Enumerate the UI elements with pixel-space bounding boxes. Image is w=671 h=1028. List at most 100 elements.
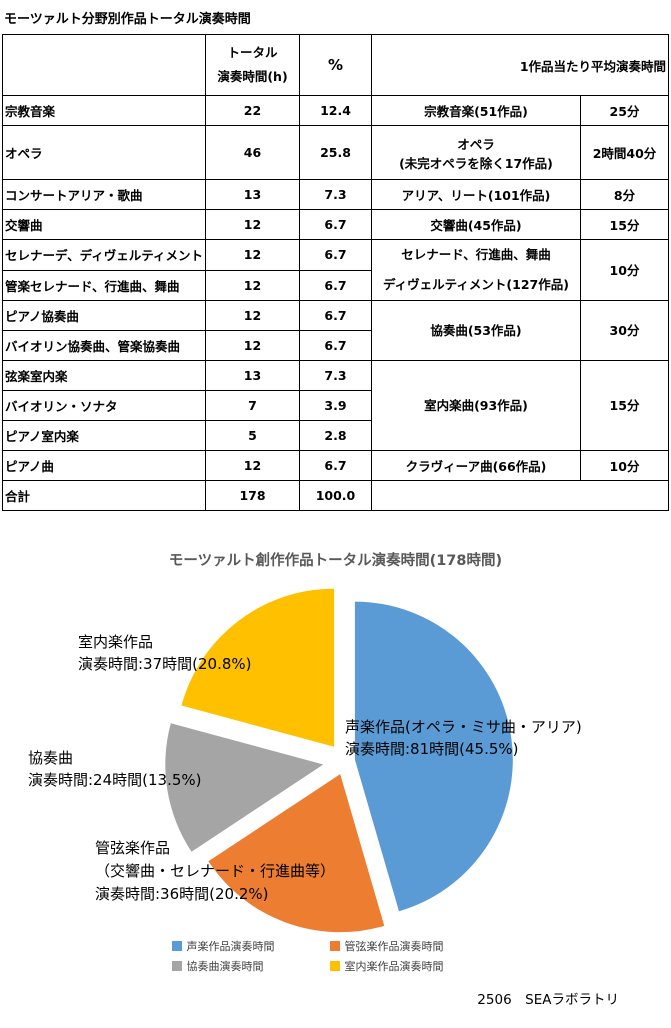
pie-slice-3 xyxy=(181,588,335,747)
performance-time-table: トータル 演奏時間(h) % 1作品当たり平均演奏時間 宗教音楽 22 12.4… xyxy=(2,34,670,511)
avg-label-cell: 交響曲(45作品) xyxy=(371,209,581,240)
avg-time-cell: 10分 xyxy=(579,450,670,481)
pie-slice-2 xyxy=(165,723,324,852)
hours-cell: 46 xyxy=(205,125,300,180)
percent-cell: 3.9 xyxy=(299,390,372,421)
pie-chart-svg xyxy=(165,588,513,933)
percent-cell: 6.7 xyxy=(299,300,372,331)
category-cell: ピアノ曲 xyxy=(2,450,206,481)
legend-item-vocal: 声楽作品演奏時間 xyxy=(171,937,330,954)
page-title: モーツァルト分野別作品トータル演奏時間 xyxy=(4,12,251,27)
avg-label-cell: 協奏曲(53作品) xyxy=(371,300,581,361)
avg-label-cell: アリア、リート(101作品) xyxy=(371,179,581,210)
hours-cell: 12 xyxy=(205,269,300,301)
hours-cell: 12 xyxy=(205,209,300,240)
category-cell: バイオリン協奏曲、管楽協奏曲 xyxy=(2,330,206,361)
category-cell: 宗教音楽 xyxy=(2,95,206,126)
hours-cell: 12 xyxy=(205,450,300,481)
chart-title: モーツァルト創作作品トータル演奏時間(178時間) xyxy=(168,553,503,569)
hours-cell: 12 xyxy=(205,300,300,331)
avg-label-cell: クラヴィーア曲(66作品) xyxy=(371,450,581,481)
category-cell: 交響曲 xyxy=(2,209,206,240)
table-row: ピアノ室内楽 5 2.8 xyxy=(2,420,669,451)
legend-item-concerto: 協奏曲演奏時間 xyxy=(171,957,330,974)
credit-text: 2506 SEAラボラトリ xyxy=(477,992,619,1008)
avg-label-cell: 宗教音楽(51作品) xyxy=(371,95,581,126)
legend-label: 声楽作品演奏時間 xyxy=(186,939,275,953)
chart-legend: 声楽作品演奏時間 管弦楽作品演奏時間 協奏曲演奏時間 室内楽作品演奏時間 xyxy=(0,937,671,974)
pie-label-concerto: 協奏曲 演奏時間:24時間(13.5%) xyxy=(28,749,202,789)
avg-label-cell: オペラ (未完オペラを除く17作品) xyxy=(371,125,581,180)
percent-cell: 25.8 xyxy=(299,125,372,180)
table-row: 交響曲 12 6.7 交響曲(45作品) 15分 xyxy=(2,209,670,240)
category-cell: ピアノ室内楽 xyxy=(2,420,206,451)
avg-time-cell: 8分 xyxy=(579,179,670,210)
percent-cell: 6.7 xyxy=(299,239,372,271)
table-row: バイオリン・ソナタ 7 3.9 xyxy=(2,390,669,421)
pie-label-chamber: 室内楽作品 演奏時間:37時間(20.8%) xyxy=(78,633,252,673)
legend-label: 協奏曲演奏時間 xyxy=(186,959,264,973)
table-row: オペラ 46 25.8 オペラ (未完オペラを除く17作品) 2時間40分 xyxy=(2,125,670,180)
legend-item-chamber: 室内楽作品演奏時間 xyxy=(329,957,500,974)
hours-cell: 7 xyxy=(205,390,300,421)
corner-cell xyxy=(2,34,206,96)
avg-label-cell: セレナード、行進曲、舞曲 ディヴェルティメント(127作品) xyxy=(371,239,581,301)
percent-cell: 6.7 xyxy=(299,330,372,361)
percent-cell: 6.7 xyxy=(299,209,372,240)
avg-time-cell: 15分 xyxy=(579,209,670,240)
category-cell: 管楽セレナード、行進曲、舞曲 xyxy=(2,269,206,301)
legend-swatch-chamber-icon xyxy=(329,960,340,971)
avg-time-header: 1作品当たり平均演奏時間 xyxy=(370,34,670,96)
pie-label-vocal: 声楽作品(オペラ・ミサ曲・アリア) 演奏時間:81時間(45.5%) xyxy=(345,718,582,758)
percent-cell: 2.8 xyxy=(299,420,372,451)
table-row: ピアノ協奏曲 12 6.7 協奏曲(53作品) 30分 xyxy=(2,300,670,361)
table-row: セレナーデ、ディヴェルティメント 12 6.7 セレナード、行進曲、舞曲 ディヴ… xyxy=(2,239,670,301)
total-label-cell: 合計 xyxy=(2,480,206,511)
table-row: 弦楽室内楽 13 7.3 室内楽曲(93作品) 15分 xyxy=(2,360,670,451)
table-row: ピアノ曲 12 6.7 クラヴィーア曲(66作品) 10分 xyxy=(2,450,670,481)
legend-swatch-concerto-icon xyxy=(171,960,182,971)
table-row: 宗教音楽 22 12.4 宗教音楽(51作品) 25分 xyxy=(2,95,670,126)
avg-time-cell: 15分 xyxy=(579,360,670,451)
legend-label: 管弦楽作品演奏時間 xyxy=(344,939,444,953)
hours-cell: 12 xyxy=(205,239,300,271)
legend-label: 室内楽作品演奏時間 xyxy=(344,959,444,973)
category-cell: 弦楽室内楽 xyxy=(2,360,206,391)
hours-cell: 22 xyxy=(205,95,300,126)
table-row: コンサートアリア・歌曲 13 7.3 アリア、リート(101作品) 8分 xyxy=(2,179,670,210)
category-cell: オペラ xyxy=(2,125,206,180)
percent-cell: 7.3 xyxy=(299,360,372,391)
hours-cell: 5 xyxy=(205,420,300,451)
percent-cell: 6.7 xyxy=(299,269,372,301)
table-row: バイオリン協奏曲、管楽協奏曲 12 6.7 xyxy=(2,330,669,361)
total-hours-header: トータル 演奏時間(h) xyxy=(205,34,300,96)
avg-label-cell: 室内楽曲(93作品) xyxy=(371,360,581,451)
category-cell: バイオリン・ソナタ xyxy=(2,390,206,421)
legend-swatch-orchestral-icon xyxy=(329,940,340,951)
table-row: 管楽セレナード、行進曲、舞曲 12 6.7 xyxy=(2,269,669,301)
avg-time-cell: 25分 xyxy=(579,95,670,126)
avg-time-cell: 30分 xyxy=(579,300,670,361)
avg-time-cell: 2時間40分 xyxy=(579,125,670,180)
category-cell: コンサートアリア・歌曲 xyxy=(2,179,206,210)
percent-cell: 7.3 xyxy=(299,179,372,210)
pie-slice-0 xyxy=(354,601,513,912)
hours-cell: 12 xyxy=(205,330,300,361)
table-header-row: トータル 演奏時間(h) % 1作品当たり平均演奏時間 xyxy=(2,34,670,96)
avg-time-cell: 10分 xyxy=(579,239,670,301)
legend-item-orchestral: 管弦楽作品演奏時間 xyxy=(329,937,500,954)
pie-chart-section: モーツァルト創作作品トータル演奏時間(178時間) 室内楽作品 演奏時間:37時… xyxy=(0,511,671,1024)
category-cell: ピアノ協奏曲 xyxy=(2,300,206,331)
percent-header: % xyxy=(299,34,372,96)
pie-slice-1 xyxy=(208,774,385,933)
hours-cell: 13 xyxy=(205,360,300,391)
percent-cell: 6.7 xyxy=(299,450,372,481)
total-hours-cell: 178 xyxy=(205,480,300,511)
category-cell: セレナーデ、ディヴェルティメント xyxy=(2,239,206,271)
total-percent-cell: 100.0 xyxy=(299,480,372,511)
pie-label-orchestral: 管弦楽作品 （交響曲・セレナード・行進曲等） 演奏時間:36時間(20.2%) xyxy=(95,839,336,903)
legend-swatch-vocal-icon xyxy=(171,940,182,951)
empty-filler-cell xyxy=(370,480,670,511)
table-total-row: 合計 178 100.0 xyxy=(2,480,670,511)
percent-cell: 12.4 xyxy=(299,95,372,126)
